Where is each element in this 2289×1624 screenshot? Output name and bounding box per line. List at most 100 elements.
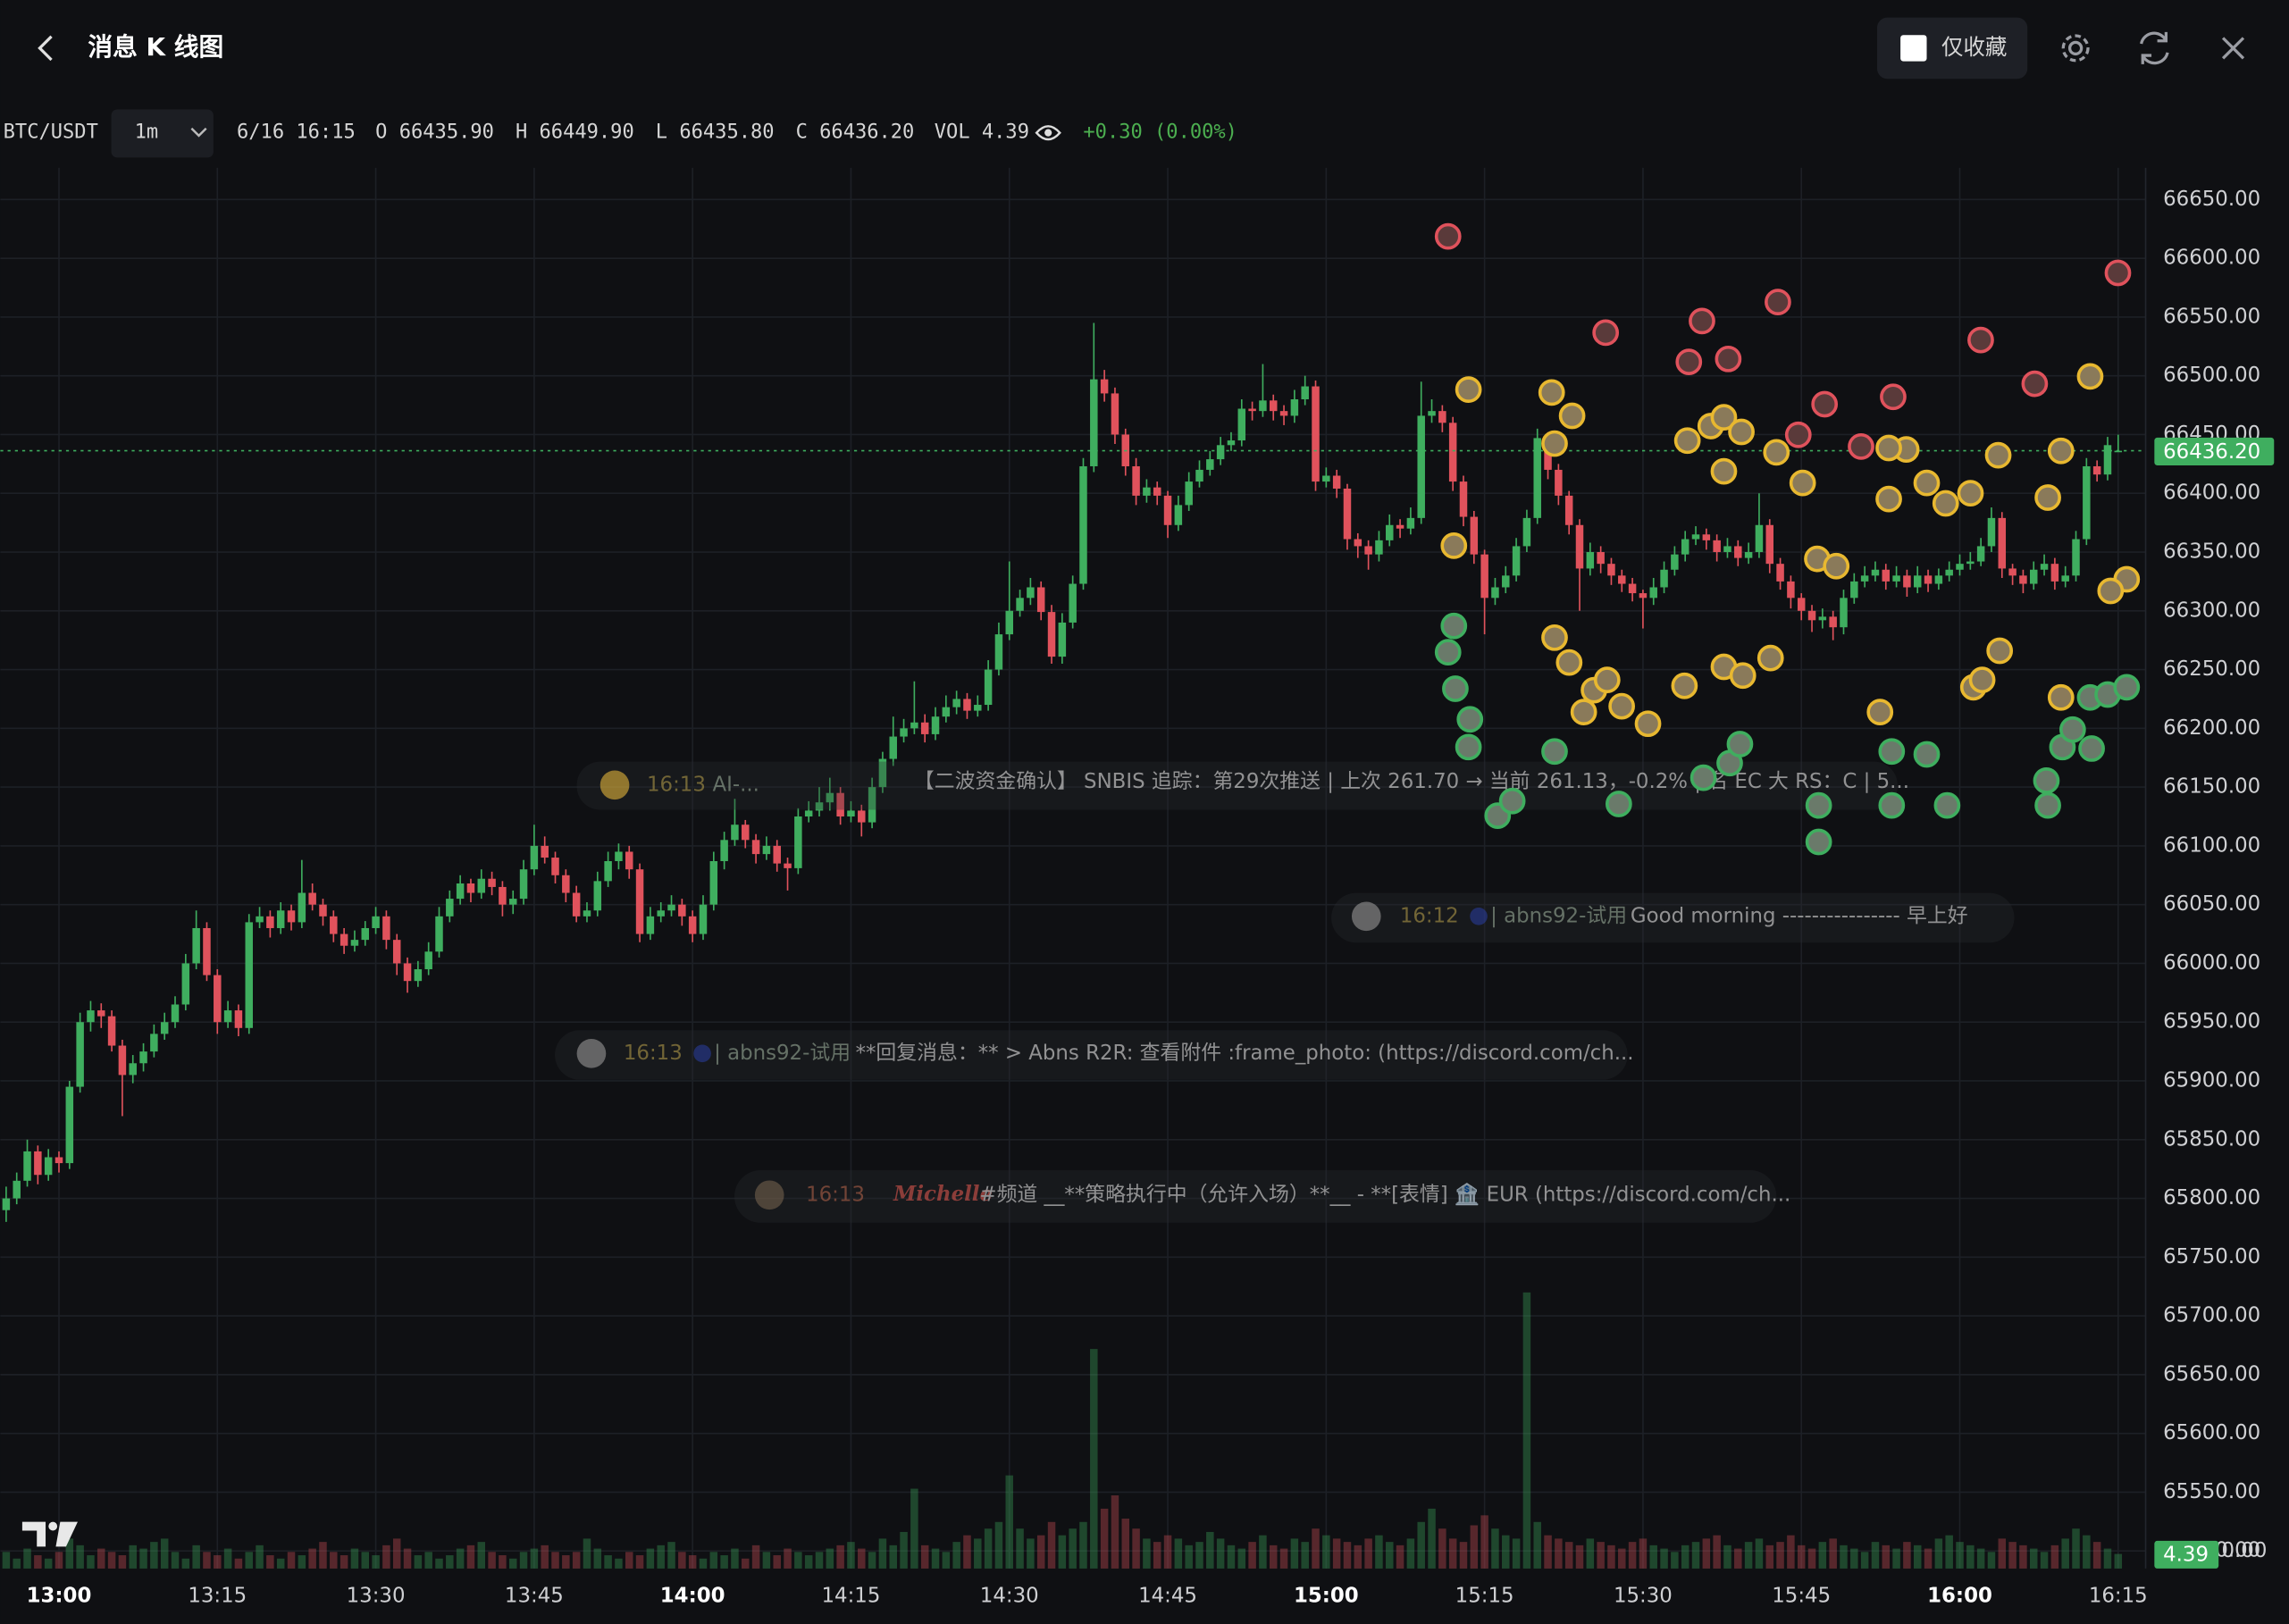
message-marker[interactable] — [1634, 710, 1662, 738]
back-button[interactable] — [38, 35, 53, 62]
message-marker[interactable] — [1765, 289, 1791, 315]
message-marker[interactable] — [1757, 644, 1784, 672]
eye-icon[interactable] — [1035, 125, 1061, 141]
message-marker[interactable] — [1728, 418, 1755, 446]
message-marker[interactable] — [1968, 666, 1996, 694]
message-marker[interactable] — [1967, 326, 1994, 354]
message-marker[interactable] — [1957, 480, 1984, 506]
favorites-toggle[interactable] — [1876, 17, 2028, 80]
message-pill[interactable] — [555, 1030, 1628, 1080]
message-marker[interactable] — [2058, 716, 2086, 743]
volume-bar — [1860, 1552, 1869, 1569]
message-marker[interactable] — [2047, 683, 2075, 711]
message-marker[interactable] — [2033, 767, 2060, 794]
message-marker[interactable] — [1823, 552, 1850, 580]
message-marker[interactable] — [1558, 402, 1586, 430]
message-marker[interactable] — [1913, 469, 1941, 497]
message-pill[interactable] — [1331, 892, 2015, 943]
candle-body — [1734, 546, 1742, 558]
candle-body — [1628, 583, 1637, 594]
refresh-button[interactable] — [2140, 31, 2169, 65]
message-marker[interactable] — [1541, 430, 1568, 457]
message-marker[interactable] — [1541, 624, 1568, 651]
message-marker[interactable] — [1608, 692, 1635, 720]
message-marker[interactable] — [1805, 791, 1832, 819]
volume-bar — [65, 1538, 74, 1569]
candle-body — [1269, 400, 1278, 412]
message-marker[interactable] — [2047, 437, 2075, 465]
volume-zero-label: 0.00 — [2221, 1539, 2267, 1562]
message-marker[interactable] — [1673, 427, 1701, 455]
message-marker[interactable] — [1710, 457, 1738, 485]
message-marker[interactable] — [1671, 672, 1698, 699]
y-tick-label: 65850.00 — [2163, 1127, 2260, 1151]
message-marker[interactable] — [1593, 666, 1621, 694]
badge — [1470, 907, 1488, 925]
message-marker[interactable] — [1913, 741, 1941, 768]
message-marker[interactable] — [1986, 637, 2014, 665]
message-marker[interactable] — [1848, 432, 1874, 460]
candle-body — [1417, 415, 1425, 518]
message-marker[interactable] — [2034, 791, 2061, 819]
message-pill[interactable] — [734, 1170, 1777, 1223]
message-pill[interactable] — [576, 761, 1898, 810]
volume-bar — [1470, 1525, 1479, 1569]
message-marker[interactable] — [1880, 383, 1907, 411]
message-marker[interactable] — [1784, 421, 1812, 448]
message-marker[interactable] — [1984, 441, 2012, 469]
message-marker[interactable] — [1811, 390, 1839, 418]
close-button[interactable] — [2221, 37, 2245, 60]
message-marker[interactable] — [1570, 699, 1597, 725]
message-marker[interactable] — [1689, 307, 1715, 335]
message-marker[interactable] — [1456, 706, 1484, 733]
message-marker[interactable] — [1710, 404, 1738, 431]
message-marker[interactable] — [1440, 612, 1468, 640]
message-marker[interactable] — [1498, 787, 1526, 815]
message-marker[interactable] — [1675, 348, 1703, 375]
message-marker[interactable] — [1541, 738, 1568, 766]
message-marker[interactable] — [1442, 675, 1469, 702]
message-marker[interactable] — [1933, 791, 1961, 819]
message-marker[interactable] — [1726, 731, 1754, 758]
checkbox[interactable] — [1900, 35, 1927, 62]
message-marker[interactable] — [1434, 222, 1462, 250]
message-marker[interactable] — [1690, 764, 1717, 791]
message-marker[interactable] — [2078, 735, 2105, 762]
candle-body — [974, 705, 982, 711]
message-marker[interactable] — [1878, 738, 1906, 766]
message-marker[interactable] — [1875, 485, 1902, 513]
message-marker[interactable] — [1875, 434, 1902, 462]
volume-bar — [1153, 1542, 1161, 1569]
message-marker[interactable] — [2021, 370, 2049, 398]
message-marker[interactable] — [1538, 379, 1565, 406]
message-marker[interactable] — [1805, 828, 1832, 856]
volume-bar — [1174, 1538, 1183, 1569]
message-marker[interactable] — [2104, 259, 2132, 287]
message-marker[interactable] — [1729, 662, 1757, 690]
message-marker[interactable] — [1440, 532, 1468, 559]
message-marker[interactable] — [2034, 484, 2061, 511]
message-marker[interactable] — [1763, 439, 1790, 466]
message-marker[interactable] — [1434, 639, 1462, 666]
interval-select[interactable] — [111, 109, 214, 158]
candle-body — [1860, 575, 1869, 582]
candle-body — [2050, 564, 2059, 582]
volume-bar — [1765, 1544, 1774, 1569]
message-marker[interactable] — [1455, 376, 1482, 403]
candle-body — [1776, 564, 1784, 582]
message-marker[interactable] — [1878, 791, 1906, 819]
message-marker[interactable] — [1605, 791, 1632, 817]
settings-button[interactable] — [2061, 34, 2090, 63]
message-marker[interactable] — [1789, 469, 1816, 497]
volume-bar — [1047, 1521, 1056, 1569]
message-marker[interactable] — [1932, 490, 1959, 517]
message-marker[interactable] — [2113, 674, 2141, 701]
message-marker[interactable] — [1592, 319, 1620, 347]
message-marker[interactable] — [1715, 345, 1742, 373]
message-marker[interactable] — [1555, 649, 1583, 676]
message-marker[interactable] — [1866, 699, 1894, 725]
message-marker[interactable] — [1455, 733, 1482, 761]
message-marker[interactable] — [2097, 577, 2125, 605]
message-marker[interactable] — [2076, 363, 2104, 390]
volume-bar — [836, 1544, 844, 1569]
